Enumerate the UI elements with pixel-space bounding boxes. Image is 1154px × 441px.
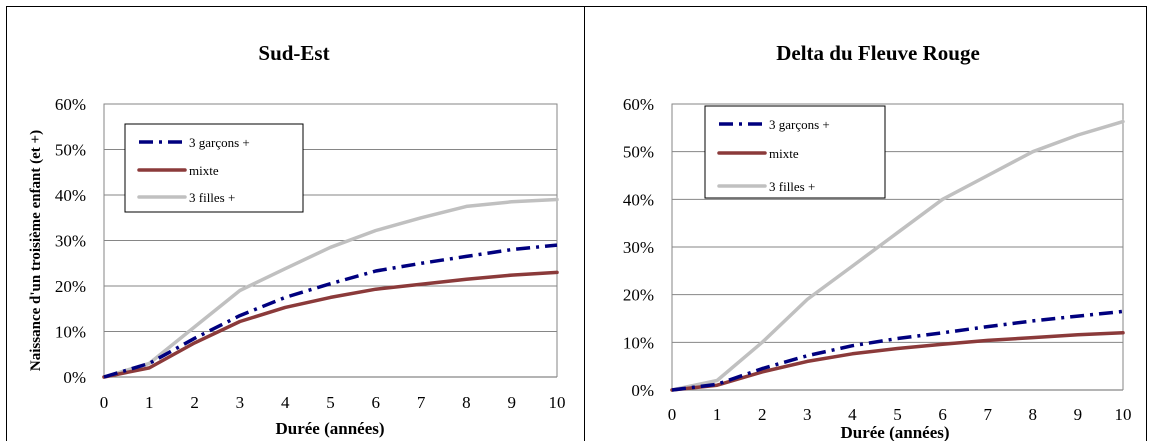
x-tick-label: 8 [462,393,471,412]
x-tick-label: 3 [236,393,245,412]
series-line-2 [670,119,1125,392]
x-tick-label: 7 [417,393,426,412]
legend-label: 3 garçons + [769,117,830,132]
x-tick-label: 4 [281,393,290,412]
series-line-0 [103,243,558,379]
y-tick-label: 10% [55,323,86,342]
legend-label: 3 garçons + [189,135,250,150]
y-tick-label: 20% [623,286,654,305]
y-tick-label: 60% [623,95,654,114]
x-tick-label: 2 [190,393,199,412]
x-axis-title: Durée (années) [275,419,384,438]
legend-box [704,105,886,199]
x-tick-label: 2 [758,405,767,424]
x-tick-label: 6 [938,405,947,424]
series-line-1 [670,331,1125,392]
series-line-0 [671,309,1124,392]
chart-title: Delta du Fleuve Rouge [776,41,980,65]
x-tick-label: 10 [549,393,566,412]
series-line-1 [102,270,559,379]
x-tick-label: 9 [507,393,516,412]
y-axis-title: Naissance d'un troisième enfant (et +) [28,130,44,371]
x-axis-title: Durée (années) [840,423,949,441]
x-tick-label: 5 [893,405,902,424]
y-tick-label: 30% [55,232,86,251]
x-tick-label: 0 [100,393,109,412]
x-tick-label: 6 [372,393,381,412]
x-tick-label: 5 [326,393,335,412]
y-tick-label: 50% [623,143,654,162]
x-tick-label: 1 [145,393,154,412]
y-tick-label: 50% [55,141,86,160]
chart-title: Sud-Est [258,41,329,65]
panel-divider [584,6,585,441]
plot-area-border [103,103,558,377]
x-tick-label: 3 [803,405,812,424]
y-tick-label: 40% [623,190,654,209]
y-tick-label: 20% [55,277,86,296]
legend-label: 3 filles + [189,190,235,205]
y-tick-label: 10% [623,333,654,352]
x-tick-label: 7 [983,405,992,424]
legend-label: 3 filles + [769,179,815,194]
y-tick-label: 60% [55,95,86,114]
y-tick-label: 0% [63,368,86,387]
x-tick-label: 10 [1115,405,1132,424]
x-tick-label: 8 [1029,405,1038,424]
y-tick-label: 40% [55,186,86,205]
x-tick-label: 4 [848,405,857,424]
plot-area-border [671,103,1124,390]
x-tick-label: 9 [1074,405,1083,424]
y-tick-label: 0% [631,381,654,400]
x-tick-label: 0 [668,405,677,424]
chart-delta-du-fleuve-rouge: Delta du Fleuve Rouge0%10%20%30%40%50%60… [623,41,1132,441]
x-tick-label: 1 [713,405,722,424]
legend-label: mixte [189,163,219,178]
series-line-2 [102,197,559,379]
legend-label: mixte [769,146,799,161]
figure-frame [6,6,1147,441]
y-tick-label: 30% [623,238,654,257]
chart-sud-est: Sud-Est 0% 10% 20% 30% 40% 50% 60% 0 1 2 3 4 5 6 7 8 9 10 D… [28,41,566,438]
